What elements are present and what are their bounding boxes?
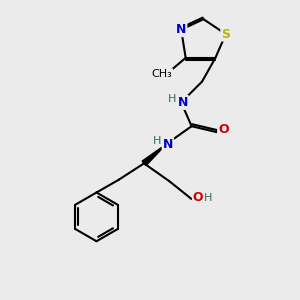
Text: O: O	[218, 123, 229, 136]
Text: H: H	[153, 136, 161, 146]
Text: CH₃: CH₃	[152, 69, 172, 79]
Text: N: N	[163, 138, 173, 151]
Text: O: O	[193, 191, 203, 204]
Text: S: S	[221, 28, 230, 40]
Text: N: N	[178, 96, 188, 109]
Text: H: H	[204, 193, 212, 202]
Polygon shape	[142, 144, 166, 166]
Text: N: N	[176, 23, 186, 36]
Text: H: H	[168, 94, 176, 104]
